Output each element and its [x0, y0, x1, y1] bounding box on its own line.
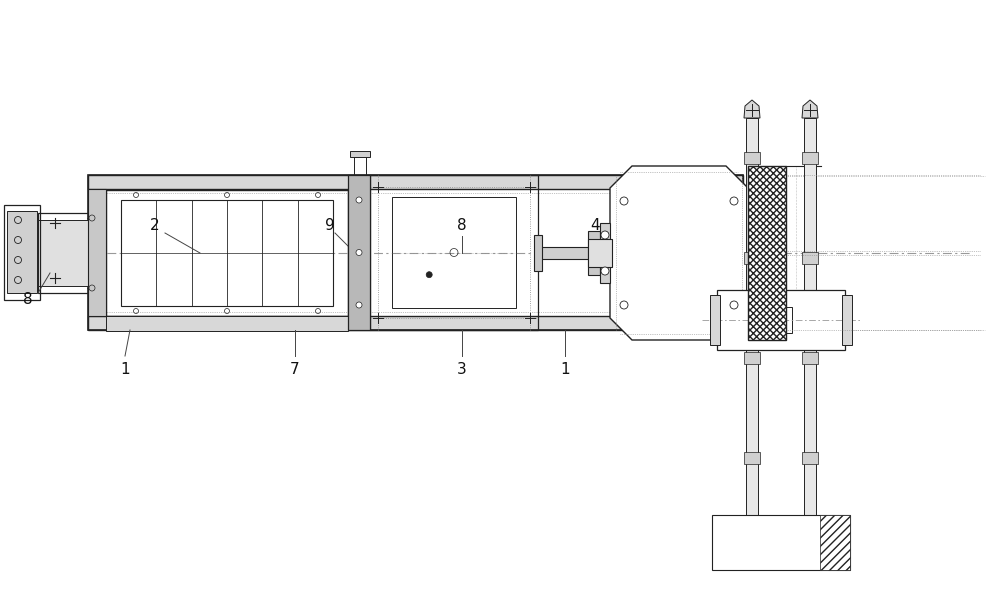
Bar	[748, 166, 786, 340]
Circle shape	[601, 267, 609, 275]
Bar	[121, 200, 333, 306]
Bar	[712, 515, 850, 570]
Bar	[802, 252, 818, 264]
Circle shape	[356, 197, 362, 203]
Polygon shape	[802, 550, 818, 568]
Bar	[802, 452, 818, 464]
Circle shape	[356, 249, 362, 255]
Bar	[106, 190, 348, 316]
Text: 2: 2	[150, 218, 160, 233]
Circle shape	[601, 231, 609, 239]
Bar	[4, 205, 40, 300]
Text: 3: 3	[457, 362, 467, 378]
Text: 8: 8	[23, 292, 33, 308]
Bar	[588, 231, 600, 275]
Bar	[38, 220, 90, 286]
Bar	[760, 307, 792, 333]
Text: 8: 8	[457, 218, 467, 233]
Text: 9: 9	[325, 218, 335, 233]
Bar	[88, 175, 743, 330]
Polygon shape	[744, 550, 760, 568]
Text: 1: 1	[120, 362, 130, 378]
Bar	[717, 290, 845, 350]
Bar	[354, 157, 366, 175]
Bar	[820, 515, 850, 570]
Bar	[842, 295, 852, 345]
Polygon shape	[744, 100, 760, 118]
Bar	[802, 352, 818, 364]
Circle shape	[356, 302, 362, 308]
Text: 4: 4	[590, 218, 600, 233]
Bar	[744, 452, 760, 464]
Bar	[804, 118, 816, 550]
Bar	[744, 352, 760, 364]
Bar	[588, 239, 612, 267]
Bar	[600, 223, 610, 283]
Bar	[370, 175, 538, 330]
Bar	[802, 152, 818, 164]
Bar	[350, 151, 370, 157]
Bar	[746, 118, 758, 550]
Text: 1: 1	[560, 362, 570, 378]
Bar	[88, 316, 743, 330]
Bar	[38, 213, 90, 293]
Bar	[710, 295, 720, 345]
Bar	[538, 247, 590, 259]
Bar	[88, 175, 743, 189]
Bar	[106, 316, 348, 331]
Bar	[88, 189, 106, 316]
Bar	[748, 166, 786, 340]
Bar	[534, 235, 542, 271]
Bar	[348, 175, 370, 330]
Bar	[744, 252, 760, 264]
Polygon shape	[802, 100, 818, 118]
Text: 7: 7	[290, 362, 300, 378]
Polygon shape	[610, 166, 748, 340]
Circle shape	[426, 272, 432, 278]
Bar	[7, 211, 37, 293]
Bar	[744, 152, 760, 164]
Bar	[392, 197, 516, 308]
